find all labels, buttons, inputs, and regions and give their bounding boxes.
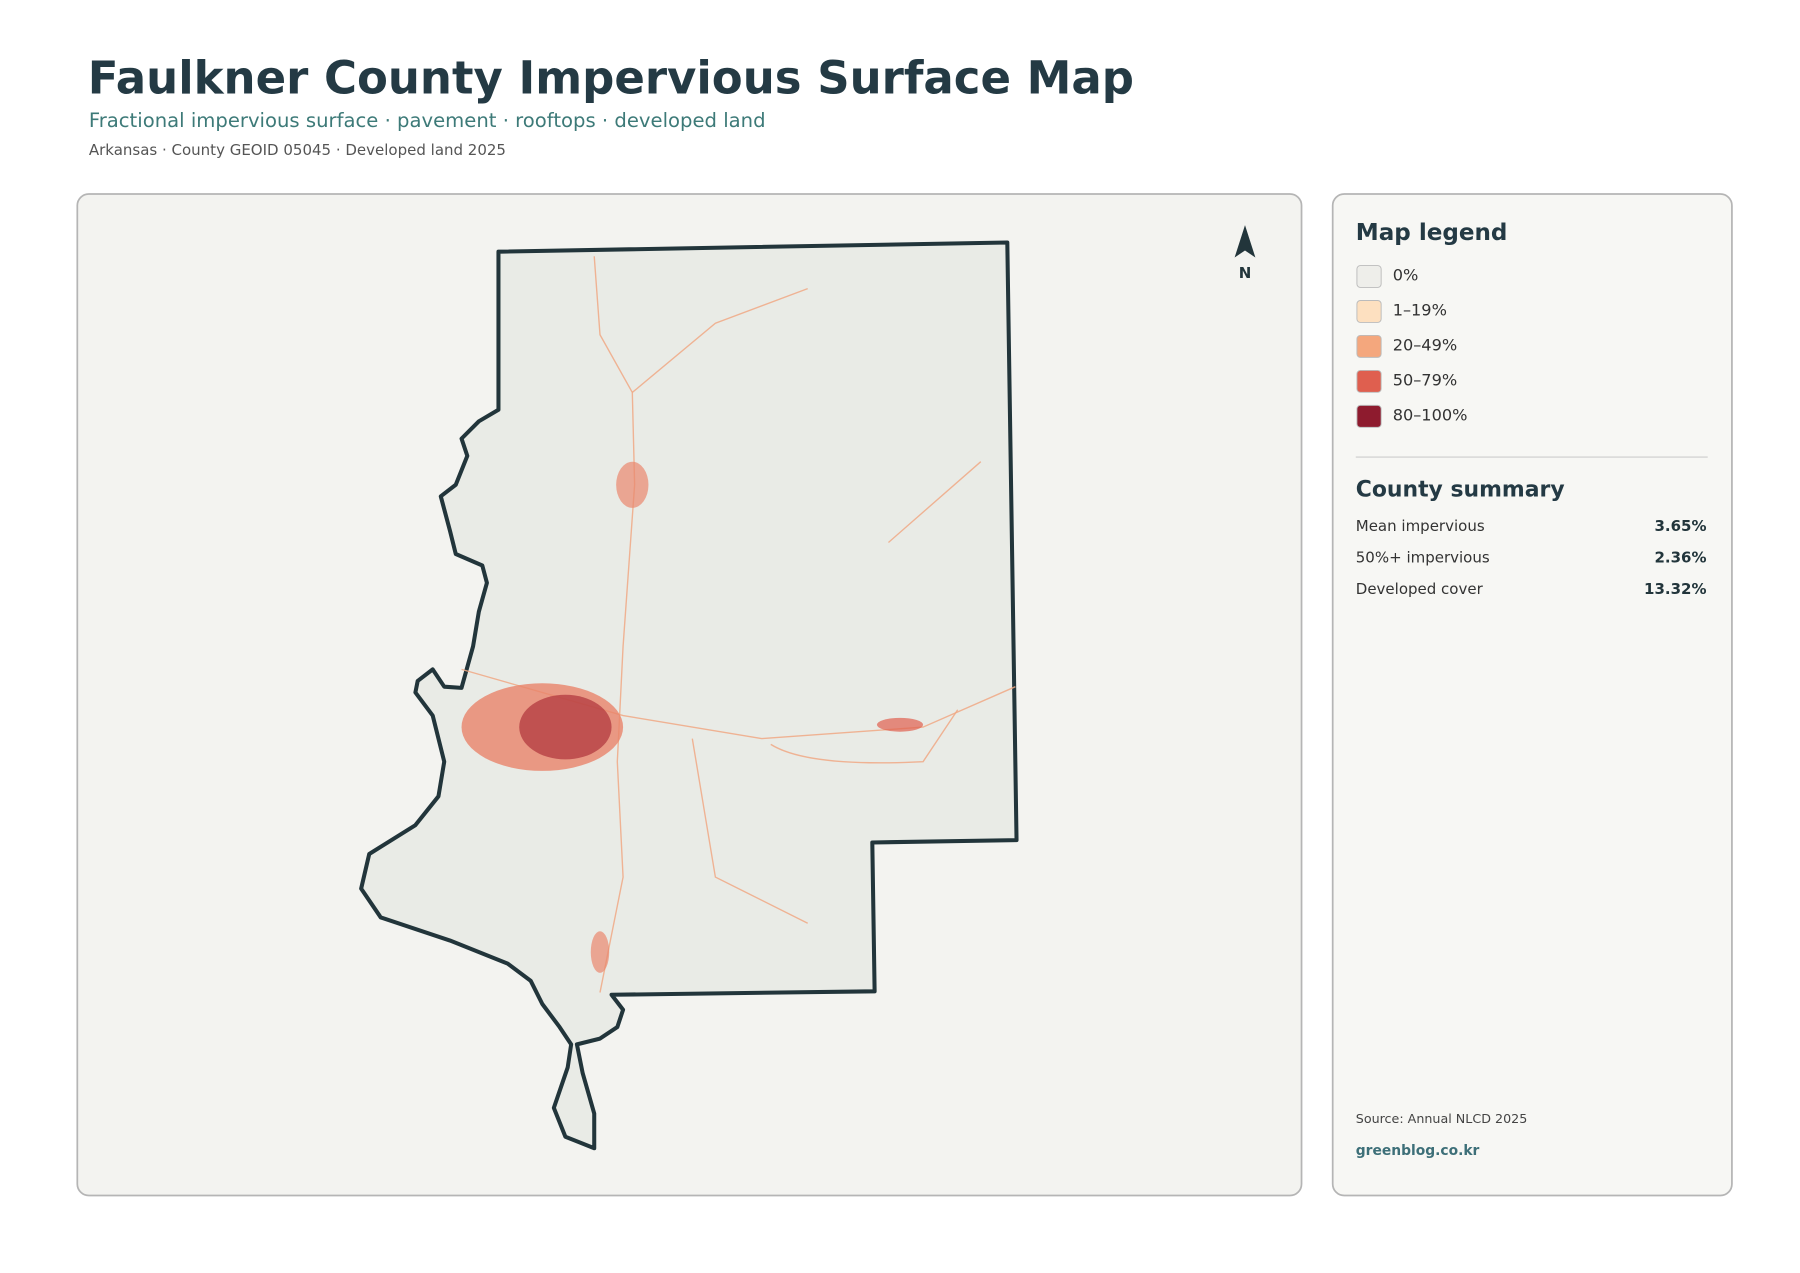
legend-title: Map legend: [1356, 220, 1508, 246]
road: [888, 461, 982, 543]
road: [631, 287, 808, 393]
road: [593, 256, 636, 993]
legend: 0% 1–19% 20–49% 50–79% 80–100%: [1356, 265, 1468, 428]
town: [590, 931, 610, 973]
road: [691, 738, 809, 924]
summary-label: Developed cover: [1356, 580, 1484, 598]
summary-value: 13.32%: [1644, 580, 1706, 598]
north-label: N: [1239, 264, 1252, 282]
site: greenblog.co.kr: [1356, 1143, 1480, 1159]
road: [770, 709, 959, 764]
legend-label: 0%: [1393, 266, 1419, 285]
town: [616, 461, 649, 508]
legend-label: 20–49%: [1393, 335, 1457, 354]
summary-value: 2.36%: [1654, 548, 1706, 566]
summary-label: Mean impervious: [1356, 517, 1485, 535]
town: [876, 717, 924, 732]
legend-swatch: [1356, 300, 1382, 323]
summary-title: County summary: [1356, 477, 1565, 502]
subtitle: Fractional impervious surface · pavement…: [89, 109, 766, 132]
urban-core: [519, 694, 612, 760]
meta: Arkansas · County GEOID 05045 · Develope…: [89, 141, 506, 159]
summary: Mean impervious 3.65% 50%+ impervious 2.36%…: [1356, 517, 1707, 598]
title: Faulkner County Impervious Surface Map: [88, 52, 1134, 105]
legend-swatch: [1356, 404, 1382, 428]
summary-label: 50%+ impervious: [1356, 548, 1490, 566]
county-map: [359, 240, 1019, 1151]
north-arrow: N: [1234, 225, 1256, 282]
legend-label: 80–100%: [1393, 405, 1468, 424]
summary-value: 3.65%: [1654, 517, 1706, 535]
legend-swatch: [1356, 335, 1382, 358]
north-arrow-icon: [1234, 225, 1256, 258]
sidebar: [1331, 193, 1733, 1197]
legend-swatch: [1356, 369, 1382, 393]
legend-label: 50–79%: [1393, 370, 1457, 389]
county-outline: [359, 240, 1019, 1151]
legend-label: 1–19%: [1393, 301, 1447, 320]
source: Source: Annual NLCD 2025: [1356, 1111, 1528, 1126]
legend-swatch: [1356, 265, 1382, 288]
